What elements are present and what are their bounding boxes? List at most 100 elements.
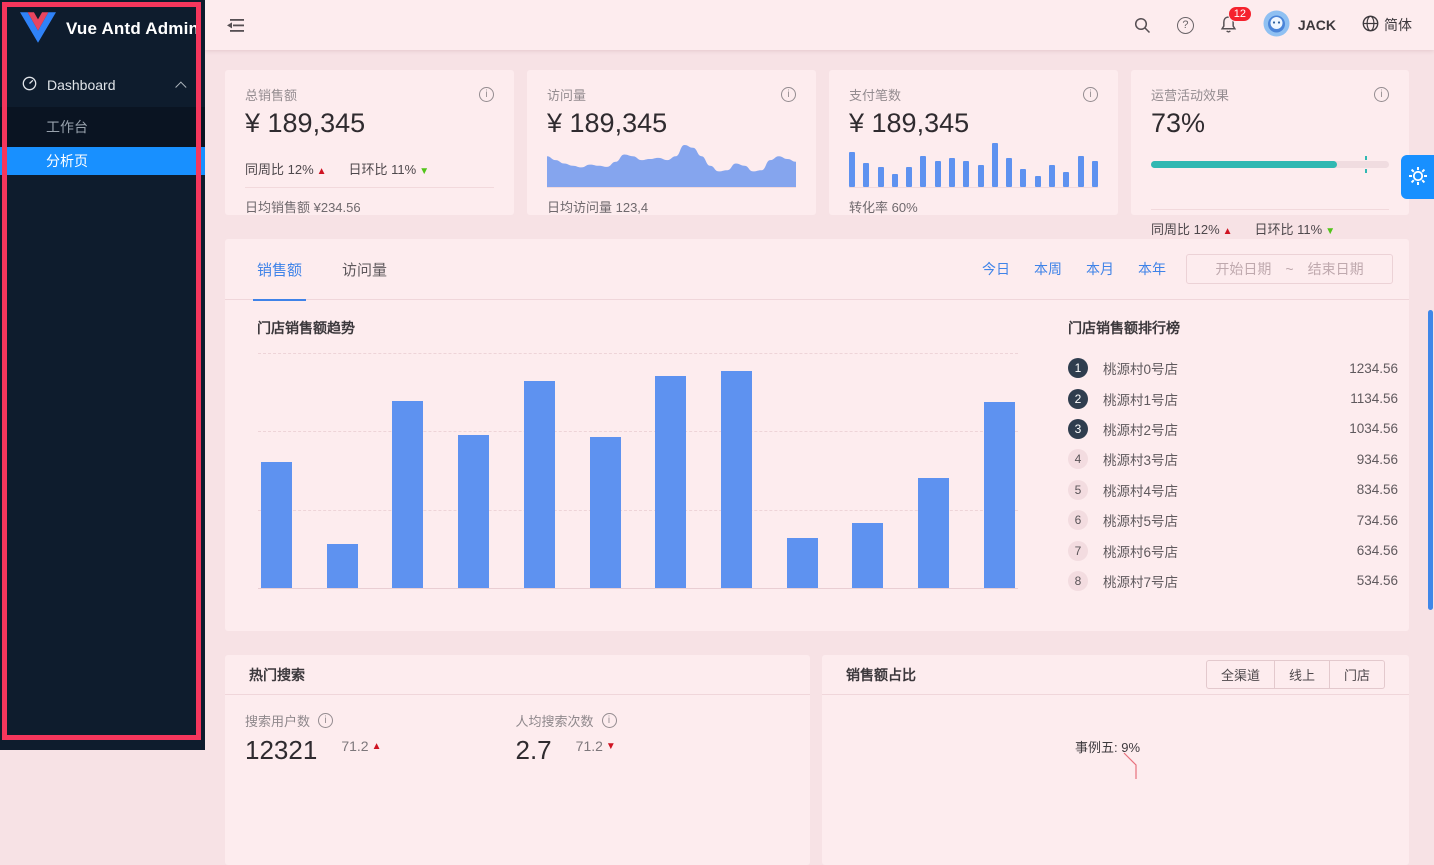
store-sales-bars: [258, 353, 1018, 588]
stat-title: 访问量: [547, 88, 587, 103]
mini-bar: [891, 173, 898, 187]
ranking-item: 3 桃源村2号店 1034.56: [1068, 414, 1398, 444]
range-month[interactable]: 本月: [1086, 261, 1114, 277]
stat-title: 运营活动效果: [1151, 88, 1230, 103]
stat-card-total-sales: 总销售额 ¥ 189,345 同周比 12%▲ 日环比 11%▼ 日均销售额 ¥…: [225, 70, 514, 215]
sidebar-item-workbench[interactable]: 工作台: [0, 107, 205, 147]
sidebar: Vue Antd Admin Dashboard 工作台 分析页: [0, 0, 205, 750]
trend-down-icon: ▼: [1325, 225, 1336, 237]
menu-fold-icon[interactable]: [227, 18, 244, 33]
sidebar-menu: Dashboard 工作台 分析页: [0, 63, 205, 175]
stat-value: ¥ 189,345: [849, 108, 970, 138]
mini-bar: [877, 167, 884, 187]
stat-title: 支付笔数: [849, 88, 902, 103]
settings-gear-button[interactable]: [1401, 155, 1434, 199]
sidebar-item-dashboard[interactable]: Dashboard: [0, 63, 205, 107]
range-year[interactable]: 本年: [1138, 261, 1166, 277]
stat-label: 人均搜索次数: [515, 714, 594, 729]
logo-row[interactable]: Vue Antd Admin: [0, 0, 205, 57]
stat-card-visits: 访问量 ¥ 189,345 日均访问量 123,4: [527, 70, 816, 215]
stat-card-payments: 支付笔数 ¥ 189,345 转化率 60%: [829, 70, 1118, 215]
trend-down-icon: ▼: [419, 166, 430, 177]
info-icon[interactable]: [479, 87, 494, 102]
mini-bar: [1034, 176, 1041, 187]
mini-bar: [977, 165, 984, 187]
avatar: [1263, 10, 1290, 40]
range-today[interactable]: 今日: [982, 261, 1010, 277]
sidebar-item-label: Dashboard: [47, 77, 116, 93]
chevron-up-icon: [175, 81, 187, 93]
mini-bar: [963, 160, 970, 187]
stat-footer: 日均销售额 ¥234.56: [245, 187, 494, 224]
metric-day: 日环比 11% ▼: [1254, 221, 1336, 237]
app-title: Vue Antd Admin: [66, 18, 200, 38]
user-menu[interactable]: JACK: [1263, 10, 1336, 40]
ranking-item: 6 桃源村5号店 734.56: [1068, 505, 1398, 535]
gridline: [258, 509, 1018, 511]
tab-visits[interactable]: 访问量: [342, 261, 388, 279]
info-icon[interactable]: [318, 713, 334, 728]
submenu-label: 工作台: [46, 119, 88, 135]
gear-icon: [1408, 166, 1428, 189]
chart-title: 门店销售额趋势: [257, 320, 355, 336]
metric-week: 同周比 12% ▲: [245, 162, 327, 177]
stat-trend: 71.2 ▲: [341, 738, 382, 754]
range-week[interactable]: 本周: [1034, 261, 1062, 277]
info-icon[interactable]: [1374, 87, 1389, 102]
range-links: 今日 本周 本月 本年: [982, 259, 1166, 279]
hot-search-card: 热门搜索 搜索用户数 12321 71.2▲ 人均搜索次数 2.7 71.2▼: [225, 655, 810, 865]
username: JACK: [1297, 17, 1336, 33]
visits-area: [547, 141, 796, 187]
stat-value: ¥ 189,345: [245, 108, 366, 138]
dashboard-submenu: 工作台 分析页: [0, 107, 205, 175]
sales-ratio-card: 销售额占比 全渠道 线上 门店 事例五: 9%: [822, 655, 1409, 865]
trend-up-icon: ▲: [316, 166, 327, 177]
progress-target-marker: [1365, 156, 1368, 173]
filter-stores[interactable]: 门店: [1329, 660, 1385, 689]
vue-logo-icon: [20, 11, 56, 46]
tab-sales[interactable]: 销售额: [252, 239, 307, 301]
filter-all-channels[interactable]: 全渠道: [1205, 660, 1275, 689]
info-icon[interactable]: [1083, 87, 1098, 102]
date-range-picker[interactable]: 开始日期 ~ 结束日期: [1186, 254, 1393, 284]
ranking-title: 门店销售额排行榜: [1068, 320, 1180, 336]
payments-bars: [849, 143, 1098, 187]
notification-bell-icon[interactable]: 12: [1220, 6, 1252, 34]
info-icon[interactable]: [601, 713, 617, 728]
hot-search-users: 搜索用户数 12321 71.2▲: [245, 711, 516, 766]
progress-fill: [1151, 161, 1337, 168]
stat-footer: 转化率 60%: [849, 187, 1098, 224]
channel-filter-group: 全渠道 线上 门店: [1205, 660, 1385, 689]
ranking-item: 1 桃源村0号店 1234.56: [1068, 353, 1398, 383]
metric-day: 日环比 11% ▼: [348, 162, 430, 177]
mini-bar: [906, 167, 913, 187]
bar: [721, 370, 753, 588]
globe-icon: [1362, 15, 1379, 35]
bar: [852, 523, 884, 588]
stat-number: 2.7: [515, 735, 552, 765]
mini-bar: [1063, 171, 1070, 187]
language-switcher[interactable]: 简体: [1362, 15, 1412, 35]
ranking-item: 7 桃源村6号店 634.56: [1068, 535, 1398, 565]
mini-bar: [948, 158, 955, 187]
store-ranking: 门店销售额排行榜 1 桃源村0号店 1234.56 2 桃源村1号店 1134.56 3…: [1068, 318, 1398, 596]
search-icon[interactable]: [1134, 17, 1151, 34]
end-date-placeholder: 结束日期: [1307, 261, 1364, 277]
bar: [589, 437, 621, 588]
notification-badge: 12: [1227, 6, 1252, 22]
scrollbar-thumb[interactable]: [1428, 310, 1433, 610]
stat-card-operation-effect: 运营活动效果 73% 同周比 12%▲ 日环比 11%▼: [1131, 70, 1409, 237]
bar: [655, 375, 687, 588]
ranking-item: 2 桃源村1号店 1134.56: [1068, 383, 1398, 413]
help-icon[interactable]: ?: [1176, 16, 1194, 34]
filter-online[interactable]: 线上: [1274, 660, 1330, 689]
info-icon[interactable]: [781, 87, 796, 102]
bar: [918, 478, 950, 588]
hot-search-per-capita: 人均搜索次数 2.7 71.2▼: [516, 711, 787, 766]
stat-footer: 日均访问量 123,4: [547, 187, 796, 224]
submenu-label: 分析页: [46, 153, 88, 169]
card-title: 销售额占比: [846, 666, 916, 683]
ranking-item: 4 桃源村3号店 934.56: [1068, 444, 1398, 474]
sidebar-item-analysis[interactable]: 分析页: [0, 147, 205, 175]
top-header: ? 12 JACK: [205, 0, 1434, 50]
